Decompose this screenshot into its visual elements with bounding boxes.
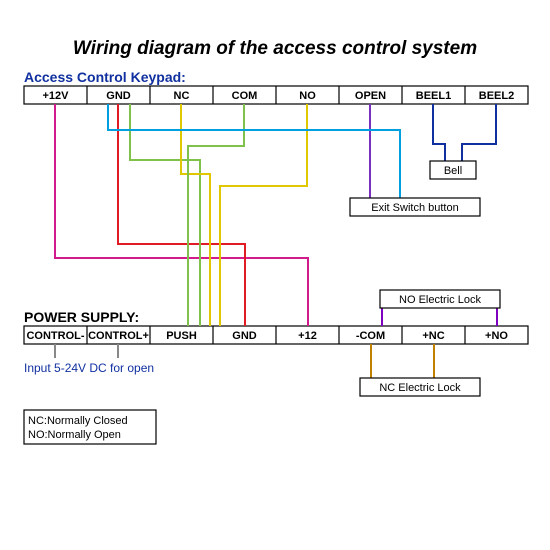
power-terminal-3: GND (232, 330, 257, 342)
power-terminal-5: -COM (356, 330, 385, 342)
wire-no_to_push_y (220, 104, 307, 326)
legend-nc: NC:Normally Closed (28, 415, 128, 427)
legend-no: NO:Normally Open (28, 429, 121, 441)
keypad-terminal-7: BEEL2 (479, 90, 514, 102)
wire-com_to_push (188, 104, 244, 326)
power-terminal-1: CONTROL+ (88, 330, 149, 342)
bell-label: Bell (444, 165, 462, 177)
wire-nc_to_push_y (181, 104, 210, 326)
input-note: Input 5-24V DC for open (24, 361, 154, 375)
keypad-terminal-2: NC (174, 90, 190, 102)
wire-gnd_to_exit (108, 104, 400, 198)
keypad-terminal-1: GND (106, 90, 131, 102)
power-terminal-2: PUSH (166, 330, 197, 342)
keypad-terminal-0: +12V (43, 90, 70, 102)
page-title: Wiring diagram of the access control sys… (73, 38, 477, 59)
power-section-label: POWER SUPPLY: (24, 309, 139, 325)
keypad-terminal-6: BEEL1 (416, 90, 451, 102)
keypad-terminal-3: COM (232, 90, 258, 102)
wire-bell2 (462, 104, 496, 161)
no-lock-label: NO Electric Lock (399, 294, 481, 306)
power-terminal-7: +NO (485, 330, 508, 342)
keypad-section-label: Access Control Keypad: (24, 69, 186, 85)
exit-switch-label: Exit Switch button (371, 202, 458, 214)
wire-bell1 (433, 104, 445, 161)
wire-gnd_to_push (130, 104, 200, 326)
keypad-terminal-5: OPEN (355, 90, 386, 102)
power-terminal-4: +12 (298, 330, 317, 342)
keypad-terminal-4: NO (299, 90, 316, 102)
power-terminal-0: CONTROL- (26, 330, 84, 342)
nc-lock-label: NC Electric Lock (379, 382, 461, 394)
power-terminal-6: +NC (422, 330, 444, 342)
